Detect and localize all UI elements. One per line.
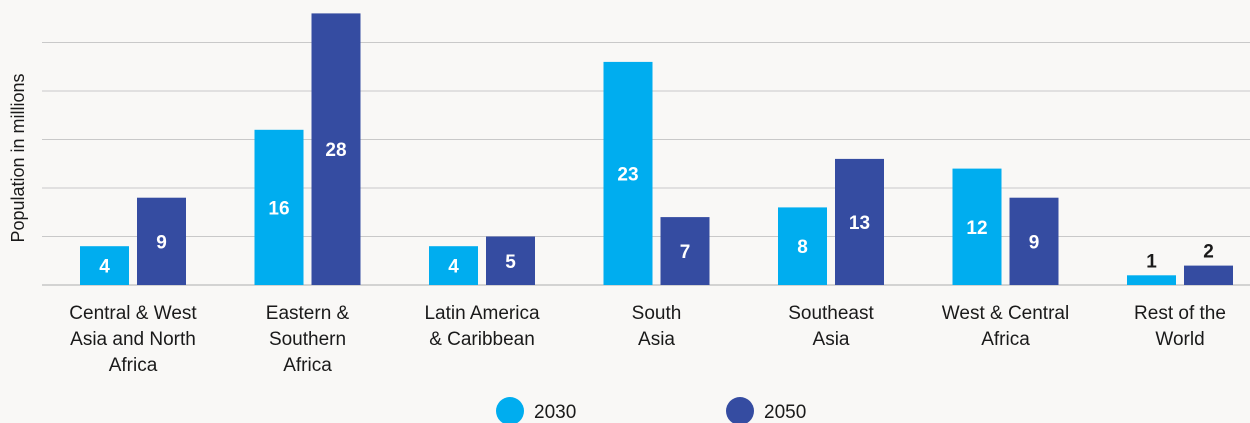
legend: 2030 2050	[496, 397, 806, 423]
data-label-2050-0: 9	[156, 232, 167, 253]
legend-swatch-2030	[496, 397, 524, 423]
data-label-2030-5: 12	[966, 218, 987, 239]
bar-2030-6	[1127, 275, 1176, 285]
category-labels: Central & West Asia and North Africa Easter…	[69, 303, 1226, 376]
legend-label-2050: 2050	[764, 402, 806, 423]
data-label-2050-5: 9	[1029, 232, 1040, 253]
y-axis-title: Population in millions	[8, 73, 28, 242]
bars: 4 16 4 23 8 12 1 9 28 5 7 13 9 2	[80, 13, 1233, 286]
category-label-6: Rest of the World	[1134, 303, 1226, 350]
data-label-2030-0: 4	[99, 257, 110, 278]
data-label-2050-4: 13	[849, 213, 870, 234]
bar-2030-1	[254, 129, 304, 285]
bar-2030-0	[80, 246, 129, 285]
data-label-2050-1: 28	[325, 140, 346, 161]
legend-label-2030: 2030	[534, 402, 576, 423]
bar-2030-3	[603, 61, 653, 286]
category-label-2: Latin America & Caribbean	[424, 303, 540, 350]
bar-2030-4	[778, 207, 827, 285]
data-label-2030-6: 1	[1146, 251, 1157, 272]
bar-2050-0	[137, 197, 186, 285]
data-label-2030-1: 16	[268, 198, 289, 219]
legend-swatch-2050	[726, 397, 754, 423]
bar-2030-5	[952, 168, 1002, 285]
category-label-3: South Asia	[632, 303, 682, 350]
category-label-0: Central & West Asia and North Africa	[69, 303, 197, 376]
bar-2050-6	[1184, 265, 1233, 285]
bar-2050-3	[660, 217, 710, 285]
category-label-1: Eastern & Southern Africa	[266, 303, 350, 376]
bar-2050-5	[1009, 197, 1059, 285]
data-label-2030-2: 4	[448, 257, 459, 278]
bar-2050-1	[311, 13, 361, 286]
data-label-2050-2: 5	[505, 252, 516, 273]
bar-2050-4	[835, 158, 884, 285]
bar-2050-2	[486, 236, 535, 285]
category-label-5: West & Central Africa	[942, 303, 1069, 350]
data-label-2050-6: 2	[1203, 242, 1214, 263]
data-label-2050-3: 7	[680, 242, 691, 263]
category-label-4: Southeast Asia	[788, 303, 874, 350]
bar-2030-2	[429, 246, 478, 285]
data-label-2030-4: 8	[797, 237, 808, 258]
data-label-2030-3: 23	[617, 164, 638, 185]
